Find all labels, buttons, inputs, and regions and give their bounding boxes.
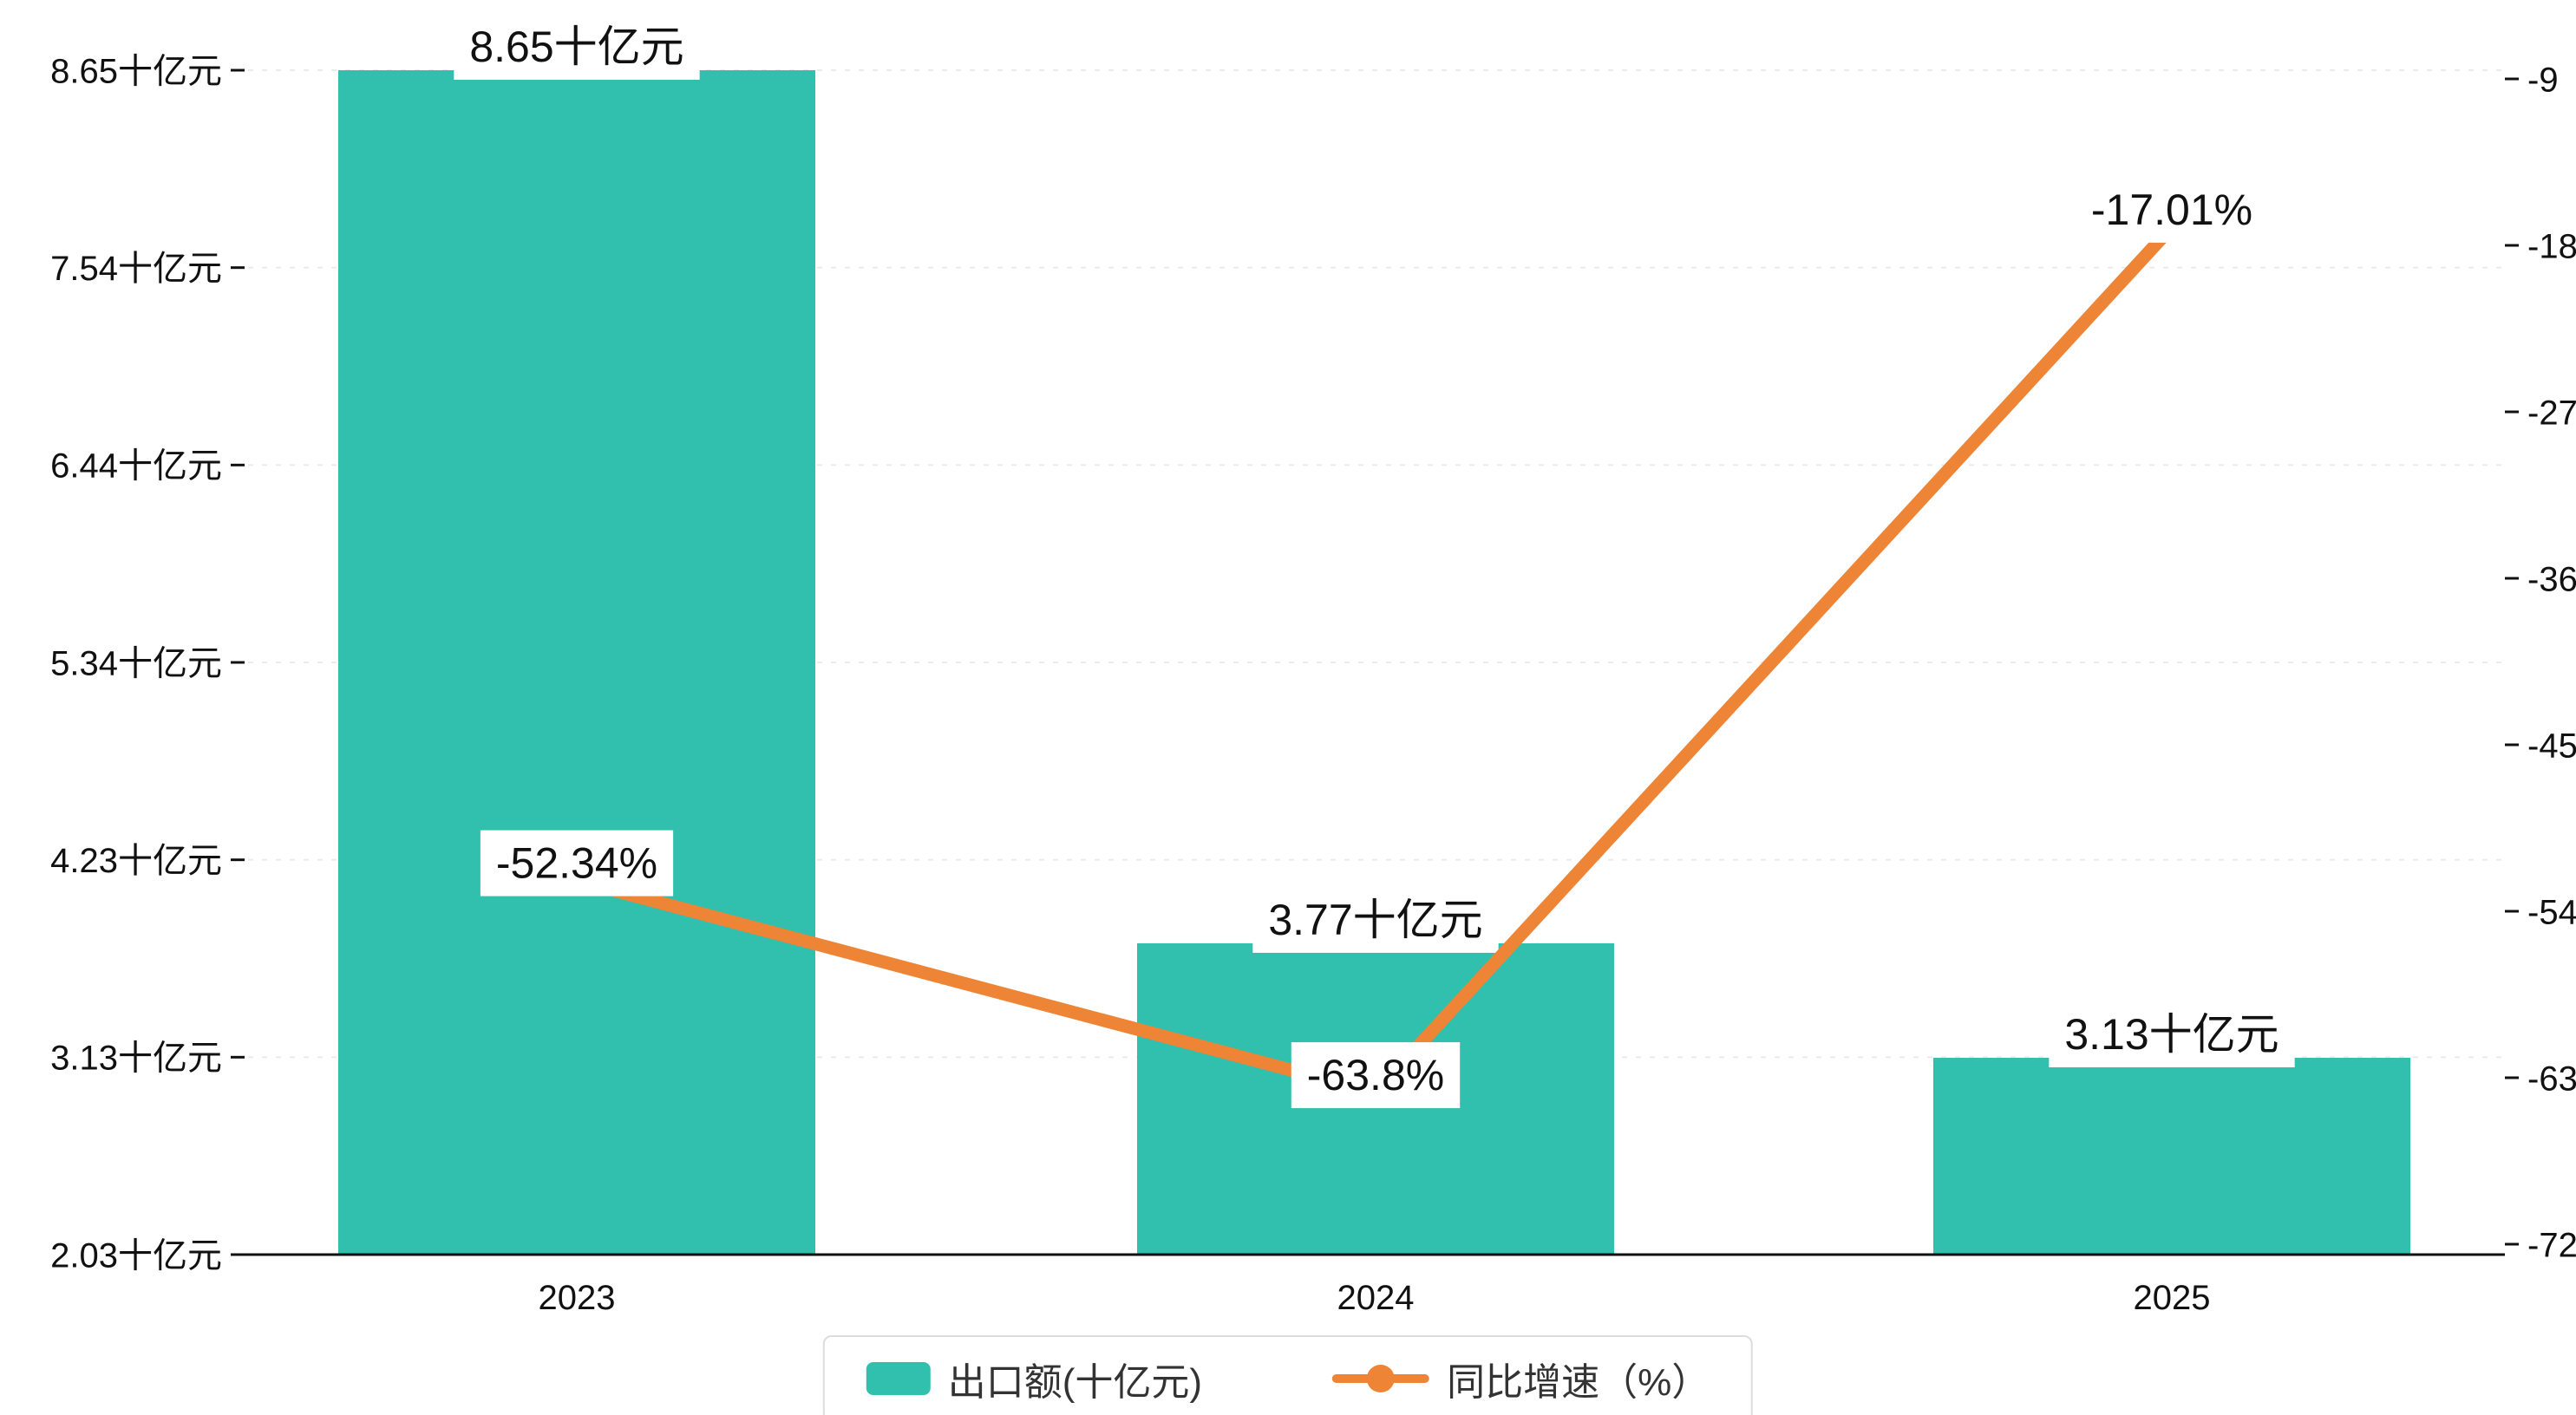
- bar-value-label-2023-bg: [454, 14, 700, 80]
- legend-item-export-value[interactable]: 出口额(十亿元): [866, 1351, 1202, 1406]
- left-axis-tick-label: 8.65十亿元: [50, 52, 222, 90]
- left-axis-tick-label: 7.54十亿元: [50, 250, 222, 288]
- bar-2025: [1933, 1058, 2410, 1255]
- legend-line-dot-icon: [1367, 1365, 1396, 1392]
- left-axis-tick-label: 4.23十亿元: [50, 842, 222, 880]
- right-axis-tick-label: -63: [2527, 1060, 2576, 1098]
- x-axis-label-2025: 2025: [2134, 1279, 2211, 1317]
- right-axis-tick-label: -54: [2527, 893, 2576, 931]
- right-axis-tick-label: -45: [2527, 727, 2576, 765]
- left-axis-tick-label: 5.34十亿元: [50, 644, 222, 682]
- bar-value-label-2025-bg: [2049, 1001, 2295, 1068]
- line-value-label-2025: -17.01%: [2091, 186, 2252, 234]
- line-value-label-2025-bg: [2075, 176, 2269, 243]
- x-axis-label-2023: 2023: [539, 1279, 616, 1317]
- bar-value-label-2025: 3.13十亿元: [2064, 1010, 2279, 1059]
- left-axis-tick-label: 2.03十亿元: [50, 1236, 222, 1275]
- right-axis-tick-label: -36: [2527, 560, 2576, 598]
- left-axis-tick-label: 6.44十亿元: [50, 447, 222, 486]
- right-axis-tick-label: -72: [2527, 1226, 2576, 1264]
- legend-line-swatch-icon: [1332, 1365, 1430, 1392]
- bar-value-label-2024: 3.77十亿元: [1268, 896, 1482, 944]
- bar-2023: [338, 70, 815, 1255]
- line-value-label-2023-bg: [480, 830, 674, 897]
- line-value-label-2023: -52.34%: [496, 839, 657, 888]
- legend-label-yoy-growth: 同比增速（%）: [1447, 1361, 1710, 1404]
- line-value-label-2024: -63.8%: [1307, 1051, 1444, 1099]
- x-axis-label-2024: 2024: [1337, 1279, 1415, 1317]
- legend-bar-swatch-icon: [866, 1362, 931, 1395]
- right-axis-tick-label: -27: [2527, 394, 2576, 432]
- bar-value-label-2024-bg: [1252, 886, 1499, 953]
- legend-label-export-value: 出口额(十亿元): [947, 1361, 1203, 1404]
- left-axis-tick-label: 3.13十亿元: [50, 1040, 222, 1078]
- legend-item-yoy-growth[interactable]: 同比增速（%）: [1332, 1351, 1710, 1406]
- right-axis-tick-label: -18: [2527, 227, 2576, 265]
- line-value-label-2024-bg: [1291, 1042, 1461, 1109]
- legend: 出口额(十亿元) 同比增速（%）: [822, 1335, 1754, 1415]
- right-axis-tick-label: -9: [2527, 61, 2559, 99]
- bar-value-label-2023: 8.65十亿元: [469, 23, 683, 71]
